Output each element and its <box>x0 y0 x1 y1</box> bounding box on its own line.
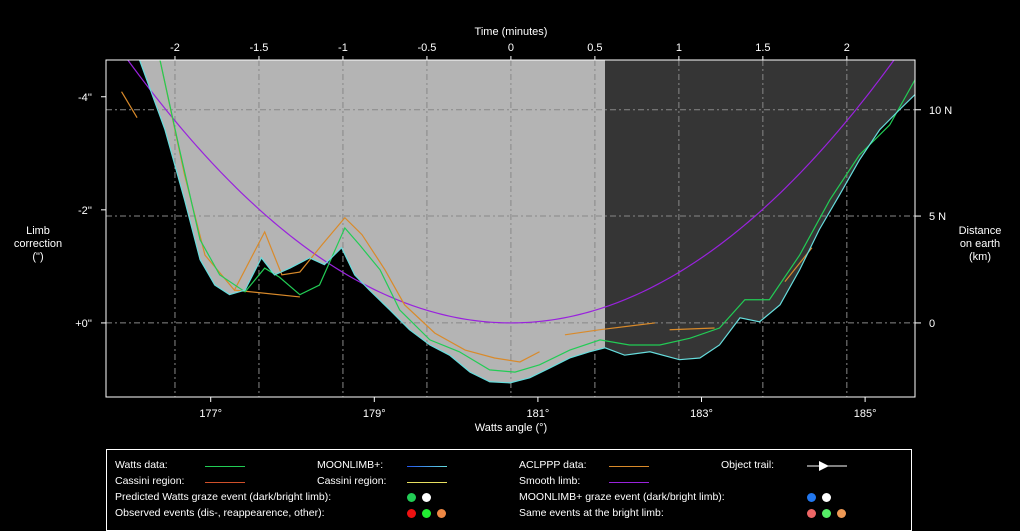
legend-pred-watts: Predicted Watts graze event (dark/bright… <box>115 491 332 503</box>
time-tick-label: -2 <box>170 42 180 54</box>
legend: Watts data: MOONLIMB+: ACLPPP data: Obje… <box>106 449 912 531</box>
legend-observed: Observed events (dis-, reappearence, oth… <box>115 507 325 519</box>
legend-moonlimb-swatch <box>407 466 447 467</box>
orange-dot-icon <box>437 509 446 518</box>
x-axis-label: Watts angle (°) <box>475 422 547 434</box>
legend-smooth: Smooth limb: <box>519 475 581 487</box>
x-tick-label: 179° <box>363 408 386 420</box>
aclppp-line <box>121 91 138 118</box>
time-tick-label: -1.5 <box>249 42 268 54</box>
legend-aclppp: ACLPPP data: <box>519 459 587 471</box>
km-tick-label: 0 <box>929 318 935 330</box>
time-tick-label: 2 <box>844 42 850 54</box>
aclppp-line <box>669 327 715 331</box>
time-tick-label: 1 <box>676 42 682 54</box>
graze-profile-chart: -2 -1.5 -1 -0.5 0 0.5 1 1.5 2 10 N 5 N 0 -4'' -2'' +0'… <box>14 26 1002 434</box>
legend-watts: Watts data: <box>115 459 168 471</box>
x-tick-label: 177° <box>199 408 222 420</box>
light-red-dot-icon <box>807 509 816 518</box>
time-tick-label: -1 <box>338 42 348 54</box>
object-trail-arrow-icon <box>807 460 847 472</box>
legend-moonlimb: MOONLIMB+: <box>317 459 384 471</box>
legend-cassini-moonlimb-swatch <box>407 482 447 483</box>
time-tick-label: 1.5 <box>755 42 770 54</box>
light-green-dot-icon <box>822 509 831 518</box>
legend-bright: Same events at the bright limb: <box>519 507 664 519</box>
y2-axis-label: Distance on earth (km) <box>959 225 1002 263</box>
moonlimb-line <box>138 60 915 384</box>
blue-dot-icon <box>807 493 816 502</box>
time-tick-label: -0.5 <box>417 42 436 54</box>
light-orange-dot-icon <box>837 509 846 518</box>
watts-line <box>159 60 915 373</box>
x-tick-label: 181° <box>527 408 550 420</box>
green-dot-icon <box>422 509 431 518</box>
aclppp-line <box>564 322 655 336</box>
legend-pred-moonlimb: MOONLIMB+ graze event (dark/bright limb)… <box>519 491 725 503</box>
y-axis-label: Limb correction (") <box>14 225 62 263</box>
legend-cassini-watts-swatch <box>205 482 245 483</box>
legend-aclppp-swatch <box>609 466 649 467</box>
red-dot-icon <box>407 509 416 518</box>
y-tick-label: -2'' <box>78 205 92 217</box>
time-tick-label: 0.5 <box>587 42 602 54</box>
x-tick-label: 185° <box>854 408 877 420</box>
white-dot-icon <box>822 493 831 502</box>
km-tick-label: 10 N <box>929 105 952 117</box>
legend-cassini-watts: Cassini region: <box>115 475 185 487</box>
smooth-limb-line <box>127 60 895 324</box>
legend-smooth-swatch <box>609 482 649 483</box>
legend-trail: Object trail: <box>721 459 775 471</box>
bright-limb-region <box>604 60 915 360</box>
white-dot-icon <box>422 493 431 502</box>
dark-limb-region <box>139 60 605 383</box>
green-dot-icon <box>407 493 416 502</box>
time-tick-label: 0 <box>508 42 514 54</box>
legend-watts-swatch <box>205 466 245 467</box>
time-axis-label: Time (minutes) <box>475 26 548 38</box>
y-tick-label: -4'' <box>78 92 92 104</box>
km-tick-label: 5 N <box>929 211 946 223</box>
y-tick-label: +0'' <box>75 318 92 330</box>
x-tick-label: 183° <box>690 408 713 420</box>
legend-cassini-moonlimb: Cassini region: <box>317 475 387 487</box>
